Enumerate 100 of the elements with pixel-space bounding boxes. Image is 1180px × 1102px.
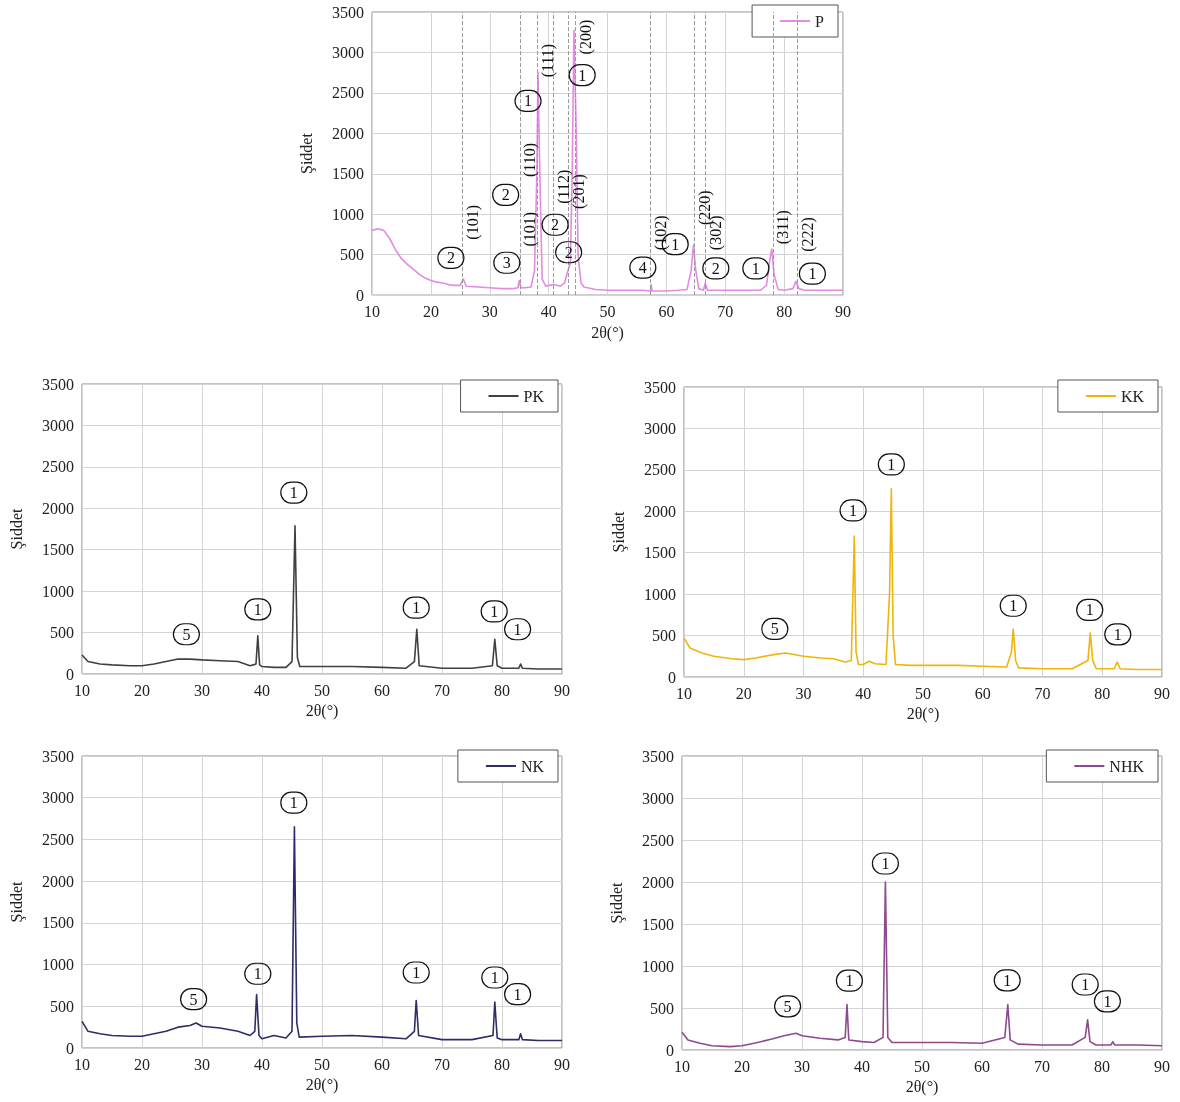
annotation: 1 bbox=[253, 965, 262, 983]
annotation: 1 bbox=[524, 92, 533, 110]
x-tick-label: 50 bbox=[599, 302, 616, 320]
x-axis-title: 2θ(°) bbox=[305, 702, 339, 721]
y-tick-label: 500 bbox=[50, 997, 74, 1015]
y-tick-label: 2500 bbox=[332, 84, 364, 102]
y-tick-label: 1500 bbox=[642, 915, 674, 933]
y-tick-label: 2000 bbox=[644, 502, 676, 520]
x-tick-label: 30 bbox=[194, 681, 210, 699]
x-tick-label: 70 bbox=[434, 1055, 450, 1073]
x-tick-label: 10 bbox=[364, 302, 380, 320]
y-tick-label: 500 bbox=[50, 624, 74, 642]
annotation: 1 bbox=[671, 235, 680, 253]
y-tick-label: 0 bbox=[668, 668, 676, 686]
annotation: (200) bbox=[576, 19, 595, 55]
y-tick-label: 1000 bbox=[642, 957, 674, 975]
x-axis-title: 2θ(°) bbox=[905, 1078, 939, 1097]
legend-label: KK bbox=[1120, 387, 1145, 405]
x-tick-label: 30 bbox=[795, 684, 812, 702]
legend-label: PK bbox=[523, 387, 545, 405]
annotation: 4 bbox=[638, 259, 647, 277]
annotation: 2 bbox=[711, 259, 720, 277]
annotation: 1 bbox=[751, 259, 760, 277]
annotation: (111) bbox=[538, 43, 557, 78]
x-tick-label: 10 bbox=[74, 681, 90, 699]
y-tick-label: 0 bbox=[66, 665, 74, 683]
y-tick-label: 2500 bbox=[644, 461, 676, 479]
x-tick-label: 40 bbox=[855, 684, 872, 702]
y-tick-label: 3000 bbox=[42, 416, 74, 434]
y-tick-label: 2000 bbox=[42, 872, 74, 890]
annotation: 1 bbox=[1003, 971, 1012, 989]
y-tick-label: 1500 bbox=[42, 541, 74, 559]
x-tick-label: 90 bbox=[1154, 684, 1170, 702]
x-tick-label: 90 bbox=[835, 302, 851, 320]
annotation: 1 bbox=[513, 985, 522, 1003]
x-tick-label: 50 bbox=[314, 1055, 330, 1073]
x-tick-label: 40 bbox=[540, 302, 557, 320]
x-tick-label: 70 bbox=[1034, 1057, 1050, 1075]
annotation: 1 bbox=[1085, 601, 1094, 619]
y-tick-label: 3000 bbox=[42, 789, 74, 807]
y-tick-label: 2500 bbox=[642, 831, 674, 849]
annotation: 5 bbox=[770, 620, 779, 638]
y-tick-label: 1000 bbox=[42, 956, 74, 974]
annotation: 1 bbox=[808, 265, 817, 283]
annotation: 5 bbox=[783, 997, 792, 1015]
y-tick-label: 0 bbox=[356, 286, 364, 304]
x-tick-label: 40 bbox=[254, 1055, 270, 1073]
annotation: 2 bbox=[446, 249, 455, 267]
y-tick-label: 3500 bbox=[42, 375, 74, 393]
annotation: 2 bbox=[564, 243, 573, 261]
x-tick-label: 10 bbox=[74, 1055, 90, 1073]
x-tick-label: 80 bbox=[776, 302, 793, 320]
annotation: 2 bbox=[551, 216, 560, 234]
y-tick-label: 500 bbox=[650, 999, 674, 1017]
x-tick-label: 80 bbox=[1094, 684, 1111, 702]
x-tick-label: 50 bbox=[314, 681, 330, 699]
x-tick-label: 30 bbox=[794, 1057, 810, 1075]
annotation: 1 bbox=[1113, 625, 1122, 643]
x-tick-label: 80 bbox=[494, 681, 510, 699]
annotation: (110) bbox=[521, 142, 540, 178]
legend-label: P bbox=[815, 12, 825, 30]
annotation: 1 bbox=[412, 964, 421, 981]
x-tick-label: 70 bbox=[434, 681, 450, 699]
x-tick-label: 50 bbox=[915, 684, 931, 702]
x-tick-label: 20 bbox=[134, 681, 150, 699]
x-tick-label: 50 bbox=[914, 1057, 930, 1075]
annotation: (222) bbox=[799, 217, 818, 252]
y-tick-label: 3000 bbox=[332, 43, 364, 61]
y-axis-title: Şiddet bbox=[297, 132, 316, 174]
y-axis-title: Şiddet bbox=[607, 882, 626, 924]
annotation: (311) bbox=[774, 210, 793, 245]
y-tick-label: 500 bbox=[340, 246, 364, 264]
x-tick-label: 90 bbox=[554, 681, 570, 699]
annotation: (112) bbox=[554, 169, 573, 204]
x-tick-label: 90 bbox=[554, 1055, 570, 1073]
y-axis-title: Şiddet bbox=[7, 508, 26, 550]
x-tick-label: 70 bbox=[1034, 684, 1051, 702]
y-tick-label: 500 bbox=[652, 627, 676, 645]
y-tick-label: 2000 bbox=[642, 873, 674, 891]
y-tick-label: 0 bbox=[666, 1041, 674, 1059]
y-axis-title: Şiddet bbox=[609, 511, 628, 553]
annotation: 1 bbox=[887, 455, 896, 473]
x-tick-label: 40 bbox=[254, 681, 270, 699]
y-tick-label: 2500 bbox=[42, 830, 74, 848]
y-tick-label: 3500 bbox=[332, 3, 364, 21]
legend-label: NHK bbox=[1109, 757, 1145, 775]
x-tick-label: 80 bbox=[1094, 1057, 1110, 1075]
annotation: 3 bbox=[502, 254, 511, 272]
x-tick-label: 60 bbox=[374, 681, 390, 699]
annotation: 5 bbox=[182, 625, 191, 643]
x-tick-label: 20 bbox=[735, 684, 752, 702]
line-series bbox=[683, 488, 1163, 671]
y-tick-label: 2000 bbox=[42, 499, 74, 517]
y-tick-label: 3000 bbox=[642, 789, 674, 807]
annotation: 1 bbox=[253, 600, 262, 618]
y-tick-label: 3500 bbox=[42, 747, 74, 765]
y-tick-label: 3500 bbox=[642, 747, 674, 765]
x-tick-label: 20 bbox=[734, 1057, 750, 1075]
y-tick-label: 1500 bbox=[644, 544, 676, 562]
y-tick-label: 1000 bbox=[332, 205, 364, 223]
